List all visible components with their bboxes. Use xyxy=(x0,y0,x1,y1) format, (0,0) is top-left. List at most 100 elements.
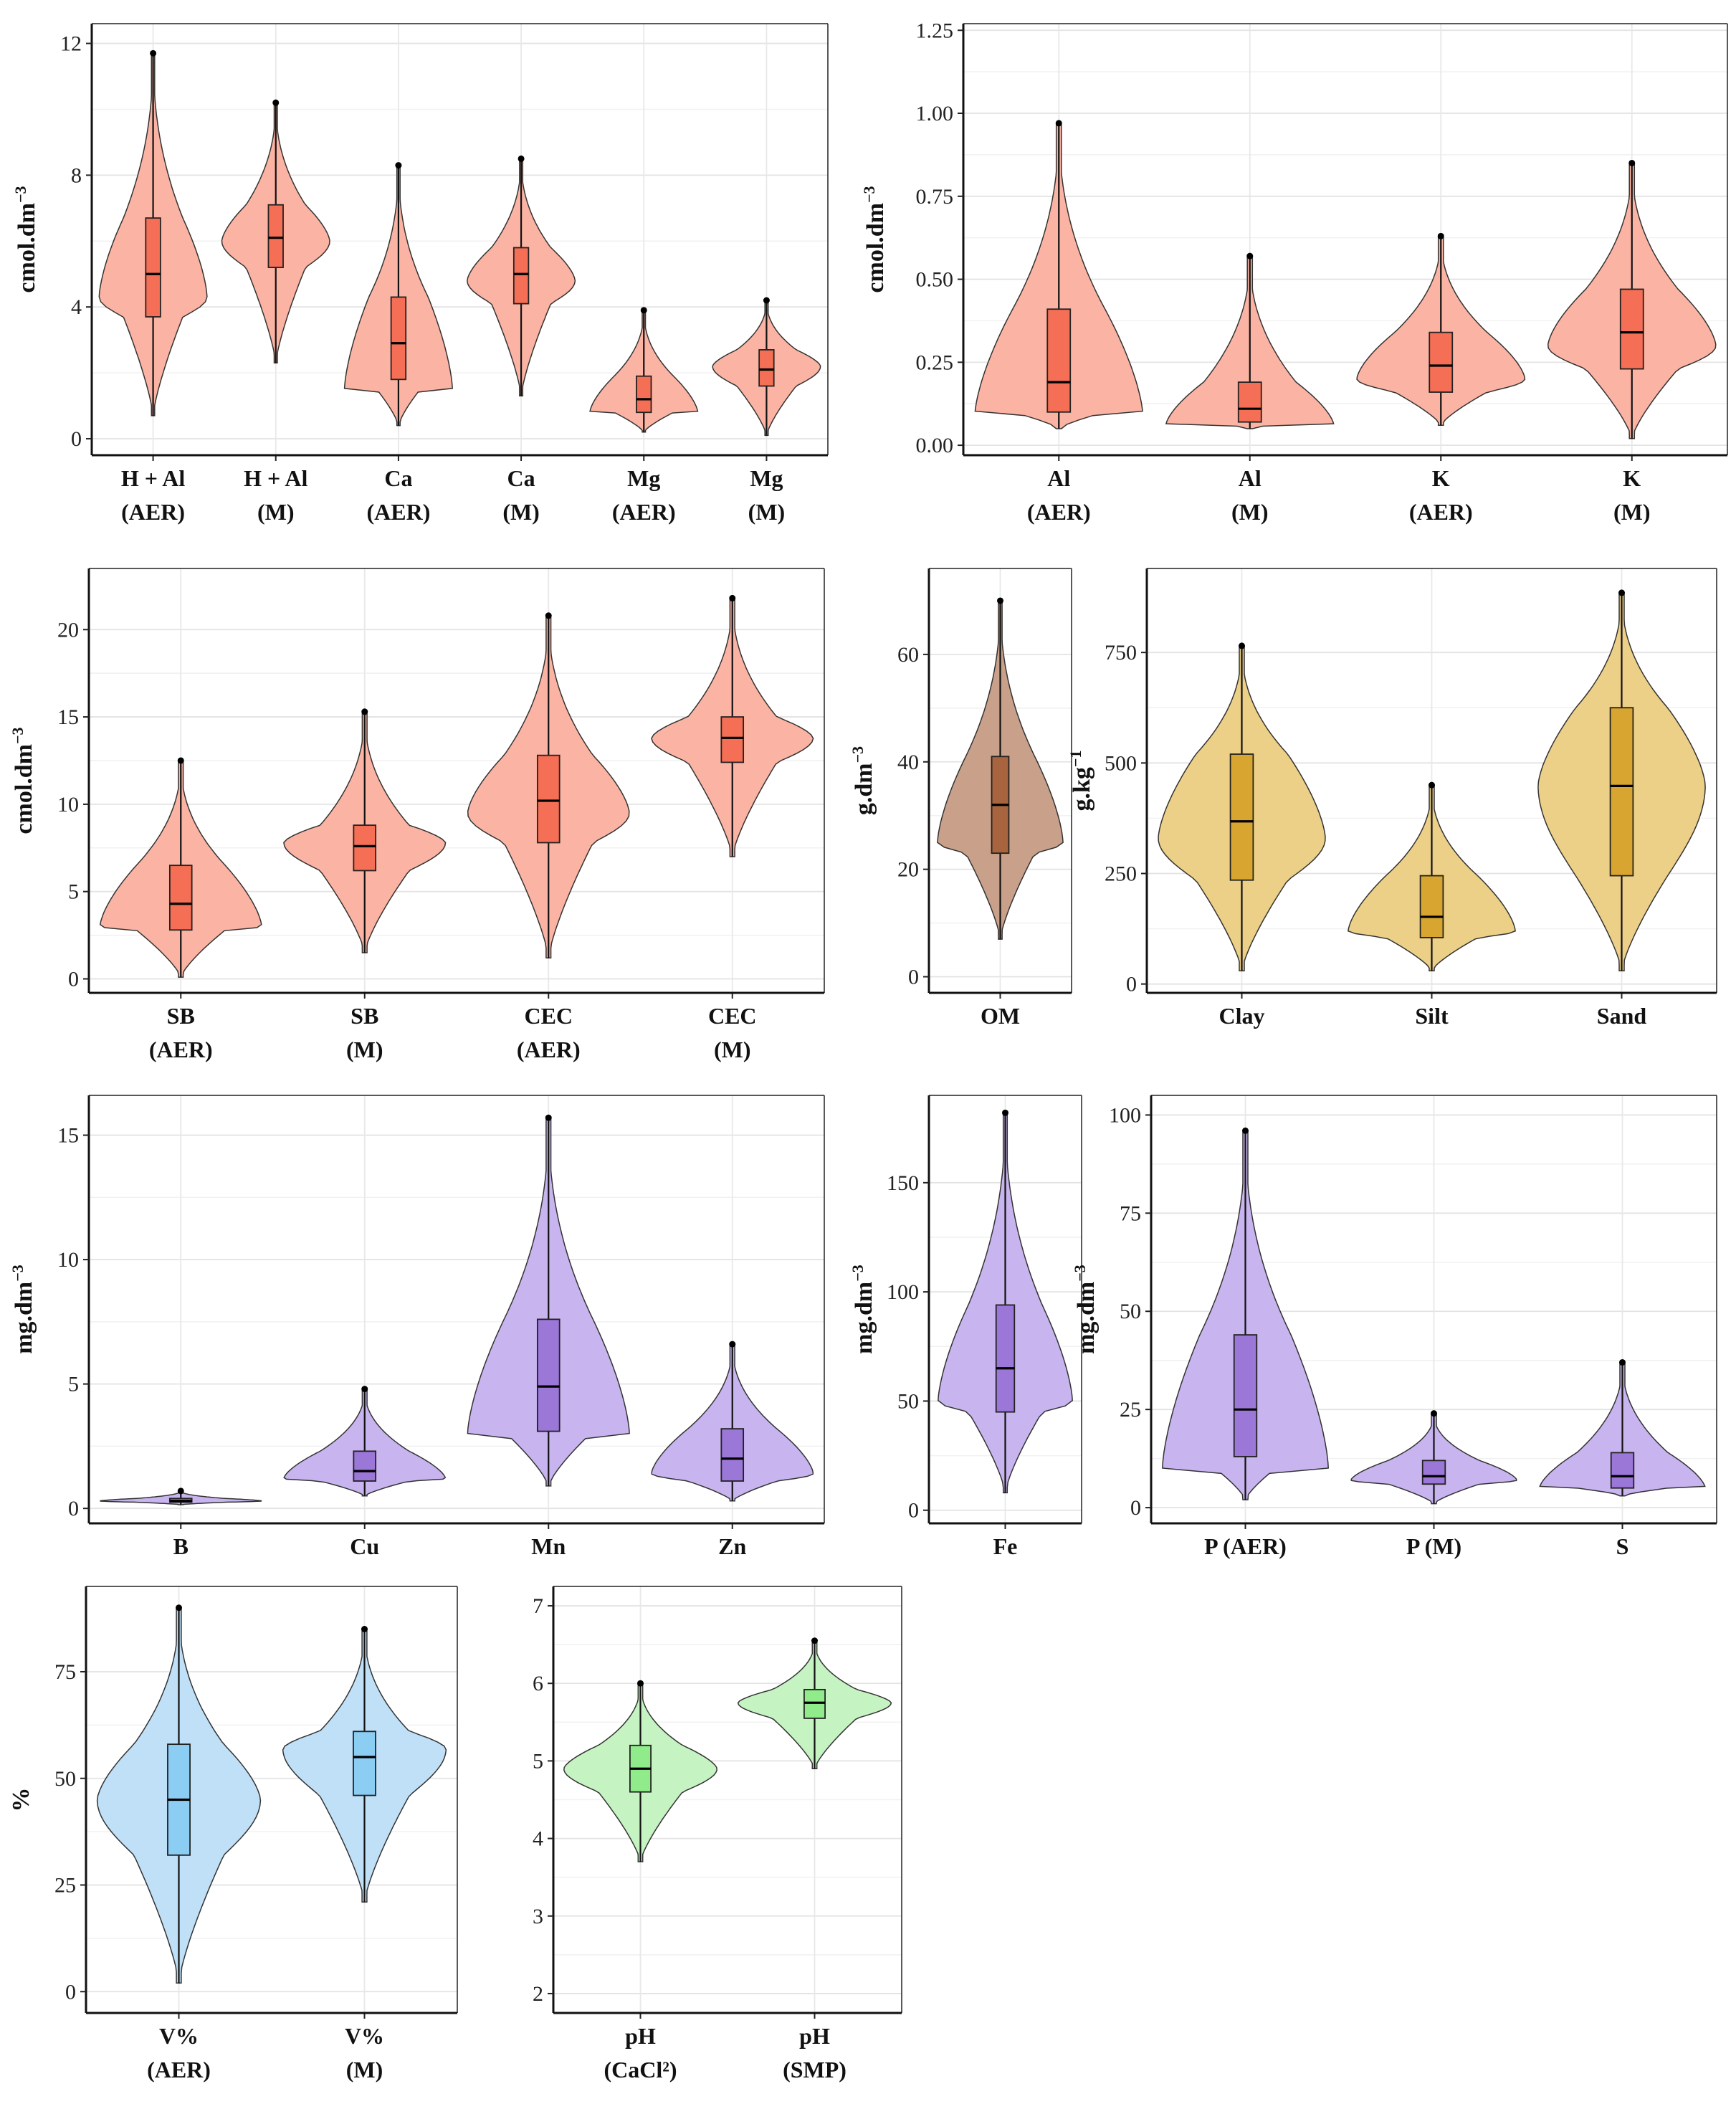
y-axis-label: mg.dm−3 xyxy=(9,1265,38,1354)
box-iqr xyxy=(1429,331,1454,393)
y-tick-label: 50 xyxy=(1120,1300,1141,1323)
outlier-point xyxy=(1002,1109,1008,1116)
x-tick-label: P (AER) xyxy=(1204,1533,1287,1559)
outlier-point xyxy=(1437,232,1444,239)
outlier-point xyxy=(763,297,770,304)
x-tick-label: K xyxy=(1623,465,1641,491)
outlier-point xyxy=(545,612,552,619)
x-tick-sublabel: (CaCl²) xyxy=(604,2057,677,2082)
y-tick-label: 15 xyxy=(57,1124,79,1148)
y-tick-label: 3 xyxy=(533,1905,543,1928)
box-iqr xyxy=(353,1450,377,1482)
outlier-point xyxy=(518,155,525,162)
y-tick-label: 10 xyxy=(57,793,79,817)
outlier-point xyxy=(1619,1358,1626,1366)
x-tick-label: Mg xyxy=(627,465,660,491)
y-tick-label: 8 xyxy=(71,163,82,187)
outlier-point xyxy=(361,1626,368,1632)
x-tick-label: K xyxy=(1432,465,1450,491)
box-iqr xyxy=(1421,1460,1446,1485)
y-tick-label: 500 xyxy=(1105,751,1137,775)
x-tick-label: Mg xyxy=(750,465,783,491)
y-tick-label: 100 xyxy=(887,1280,919,1304)
y-axis-label: g.kg−1 xyxy=(1067,751,1096,811)
y-tick-label: 25 xyxy=(1120,1398,1141,1422)
y-tick-label: 75 xyxy=(1120,1201,1141,1225)
box-iqr xyxy=(1609,707,1634,877)
y-tick-label: 4 xyxy=(533,1827,543,1851)
box-iqr xyxy=(1610,1452,1635,1489)
y-tick-label: 50 xyxy=(54,1767,76,1791)
y-tick-label: 20 xyxy=(897,858,919,882)
outlier-point xyxy=(176,1604,182,1612)
y-tick-label: 0 xyxy=(68,1497,79,1520)
outlier-point xyxy=(1429,781,1435,789)
y-tick-label: 20 xyxy=(57,618,79,642)
outlier-point xyxy=(729,594,736,601)
outlier-point xyxy=(272,99,280,106)
outlier-point xyxy=(150,49,157,57)
box-iqr xyxy=(995,1304,1016,1413)
outlier-point xyxy=(361,1386,368,1393)
y-tick-label: 0.25 xyxy=(916,351,954,374)
y-tick-label: 250 xyxy=(1105,862,1137,886)
x-tick-sublabel: (AER) xyxy=(517,1037,581,1062)
x-tick-sublabel: (M) xyxy=(748,499,786,525)
box-iqr xyxy=(1233,1334,1258,1457)
box-iqr xyxy=(720,1428,745,1482)
y-axis-label: cmol.dm−3 xyxy=(11,186,41,292)
x-tick-label: Zn xyxy=(718,1533,746,1559)
outlier-point xyxy=(395,162,402,169)
x-tick-sublabel: (AER) xyxy=(147,2057,211,2082)
outlier-point xyxy=(177,757,184,764)
x-tick-sublabel: (M) xyxy=(714,1037,751,1062)
outlier-point xyxy=(1239,642,1245,649)
y-tick-label: 100 xyxy=(1109,1103,1141,1127)
box-iqr xyxy=(758,349,775,387)
y-tick-label: 10 xyxy=(57,1248,79,1272)
y-tick-label: 75 xyxy=(54,1660,76,1684)
box-iqr xyxy=(803,1688,826,1719)
x-tick-label: H + Al xyxy=(121,465,185,491)
y-tick-label: 0 xyxy=(1130,1496,1141,1520)
plot-background xyxy=(92,24,828,455)
box-iqr xyxy=(512,247,530,305)
y-tick-label: 0 xyxy=(71,427,82,451)
y-tick-label: 5 xyxy=(68,880,79,904)
y-tick-label: 50 xyxy=(897,1389,919,1413)
y-axis-label: mg.dm−3 xyxy=(849,1265,878,1354)
chart-panel-1: H + Al (AER) H + Al (M) Ca (AER) Ca (M) Mg (AER) M… xyxy=(11,23,829,525)
x-tick-label: SB xyxy=(167,1003,195,1029)
y-axis-label: cmol.dm−3 xyxy=(9,727,38,834)
y-tick-label: 6 xyxy=(533,1672,543,1695)
y-axis-label: mg.dm−3 xyxy=(1071,1265,1100,1354)
box-iqr xyxy=(1229,753,1254,881)
box-iqr xyxy=(720,716,745,763)
x-tick-label: Silt xyxy=(1415,1003,1449,1029)
chart-panel-3: SB (AER) SB (M) CEC (AER) CEC (M) 0 5 10 15 20 cmol.d… xyxy=(9,568,825,1062)
y-tick-label: 7 xyxy=(533,1594,543,1618)
chart-panel-4: OM 0 20 40 60 g.dm−3 xyxy=(849,568,1072,1029)
outlier-point xyxy=(1431,1410,1437,1417)
box-iqr xyxy=(267,204,284,268)
x-tick-sublabel: (SMP) xyxy=(783,2057,846,2082)
chart-panel-2: Al (AER) Al (M) K (AER) K (M) 0.00 0.25 0.50 0.75 1.… xyxy=(860,19,1728,525)
x-tick-label: Cu xyxy=(350,1533,379,1559)
box-iqr xyxy=(145,217,161,318)
x-tick-label: OM xyxy=(981,1003,1020,1029)
x-tick-label: Sand xyxy=(1597,1003,1647,1029)
y-tick-label: 5 xyxy=(533,1749,543,1773)
y-tick-label: 750 xyxy=(1105,641,1137,665)
outlier-point xyxy=(640,307,647,314)
y-tick-label: 25 xyxy=(54,1874,76,1898)
outlier-point xyxy=(811,1637,818,1644)
y-tick-label: 0 xyxy=(908,966,919,989)
x-tick-sublabel: (AER) xyxy=(121,499,185,525)
x-tick-label: Ca xyxy=(507,465,535,491)
outlier-point xyxy=(1055,120,1062,127)
x-tick-sublabel: (M) xyxy=(1613,499,1651,525)
outlier-point xyxy=(1242,1127,1249,1134)
y-tick-label: 4 xyxy=(71,295,82,319)
x-tick-label: V% xyxy=(345,2023,384,2049)
